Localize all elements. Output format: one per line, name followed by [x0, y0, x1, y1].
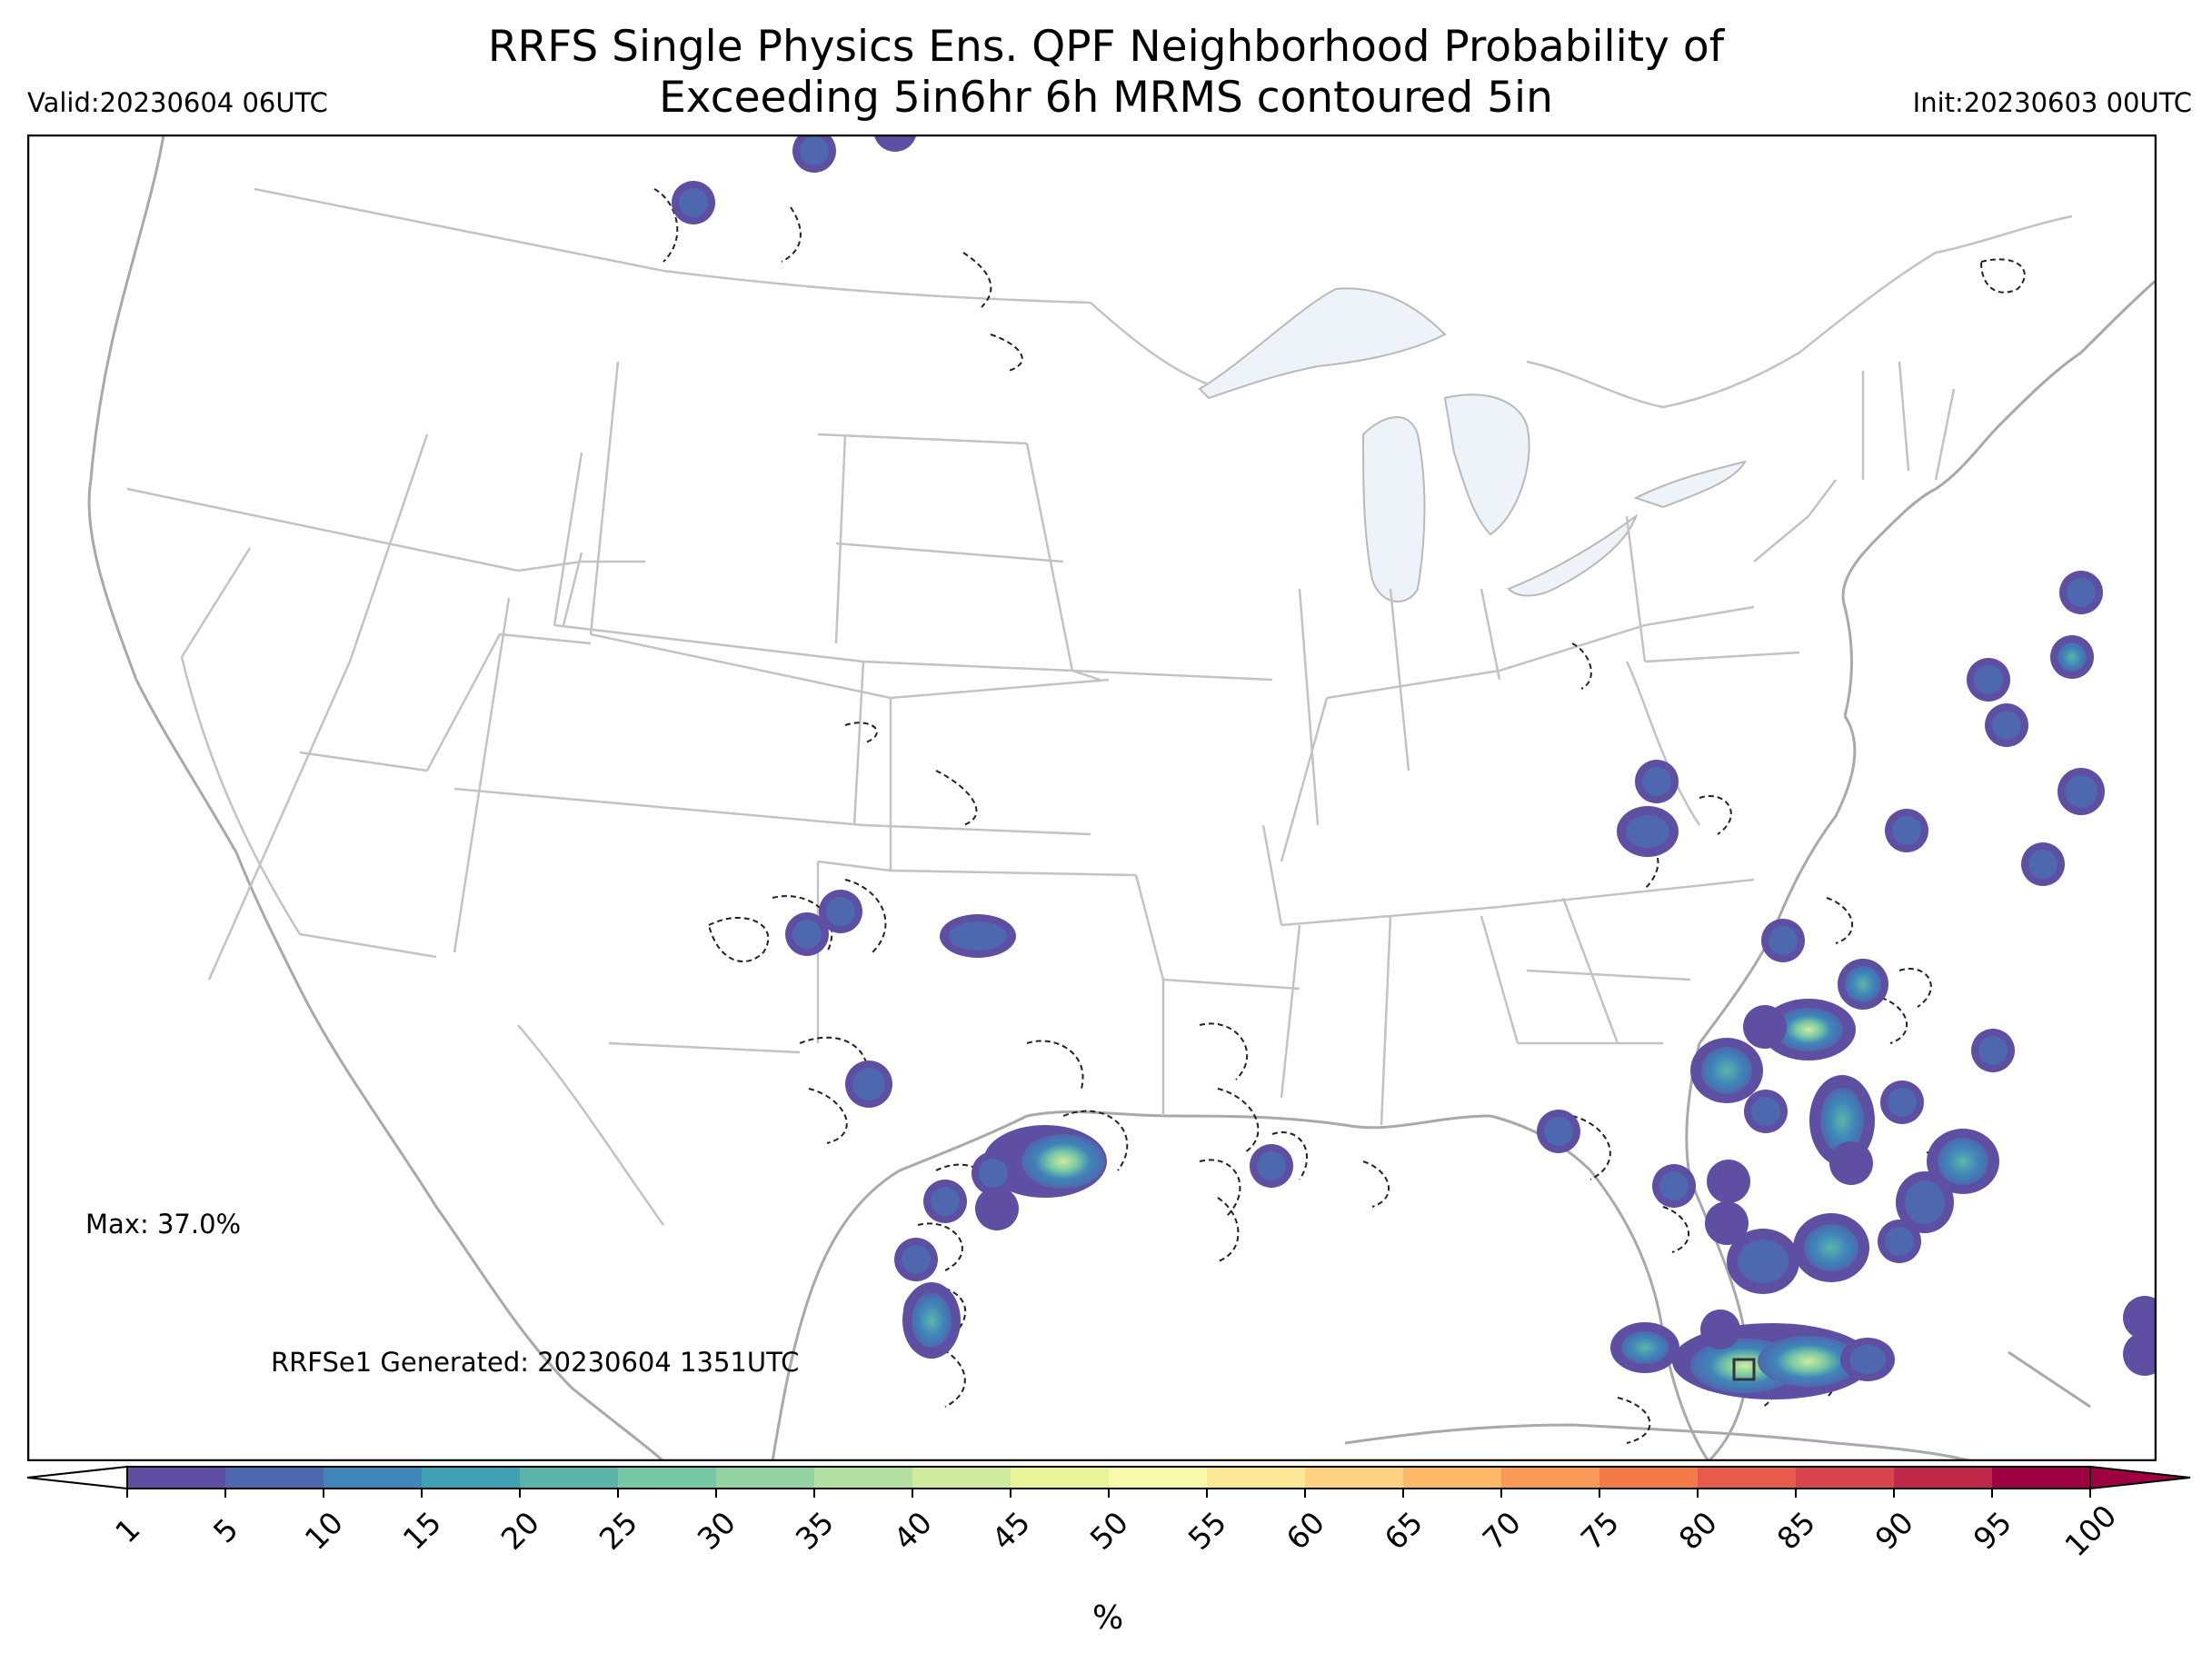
- colorbar-tick-label: 60: [1280, 1505, 1331, 1557]
- valid-time-label: Valid:20230604 06UTC: [27, 87, 328, 118]
- mrms-contours: [653, 188, 2026, 1444]
- colorbar-tick-label: 55: [1181, 1505, 1233, 1557]
- colorbar-cell: [225, 1467, 324, 1489]
- title-line-1: RRFS Single Physics Ens. QPF Neighborhoo…: [487, 22, 1725, 72]
- colorbar-tick-label: 10: [298, 1505, 350, 1557]
- colorbar-tick-label: 75: [1574, 1505, 1626, 1557]
- colorbar-tick-label: 40: [887, 1505, 939, 1557]
- probability-fields: [672, 134, 2157, 1399]
- colorbar-tick-label: 95: [1967, 1505, 2018, 1557]
- colorbar-tick-label: 65: [1378, 1505, 1430, 1557]
- colorbar: 1 5 10 15 20 25 30 35 40 45 50 55 60 65 70 75 80 85 90 95 10…: [26, 1465, 2191, 1563]
- max-value-label: Max: 37.0%: [85, 1209, 242, 1240]
- colorbar-tick-label: 90: [1868, 1505, 1920, 1557]
- colorbar-tick-label: 20: [494, 1505, 546, 1557]
- colorbar-tick-label: 5: [206, 1511, 244, 1549]
- max-value-marker: [1732, 1358, 1756, 1381]
- generated-label: RRFSe1 Generated: 20230604 1351UTC: [271, 1347, 800, 1378]
- colorbar-cells: [26, 1465, 2191, 1490]
- colorbar-tick-label: 35: [789, 1505, 841, 1557]
- colorbar-extend-high: [2089, 1465, 2191, 1490]
- colorbar-tick-label: 70: [1476, 1505, 1528, 1557]
- colorbar-tick-label: 30: [691, 1505, 742, 1557]
- title-line-2: Exceeding 5in6hr 6h MRMS contoured 5in: [659, 73, 1553, 123]
- map-panel: [27, 134, 2157, 1461]
- colorbar-tick-label: 15: [396, 1505, 448, 1557]
- colorbar-cell: [1011, 1467, 1110, 1489]
- colorbar-cell: [1599, 1467, 1699, 1489]
- colorbar-tick-label: 45: [985, 1505, 1037, 1557]
- colorbar-cell: [324, 1467, 423, 1489]
- great-lakes: [1198, 287, 1747, 602]
- colorbar-cell: [1992, 1467, 2091, 1489]
- colorbar-tick-label: 80: [1672, 1505, 1724, 1557]
- colorbar-cell: [1207, 1467, 1306, 1489]
- colorbar-cell: [127, 1467, 226, 1489]
- colorbar-tick-label: 100: [2058, 1498, 2123, 1563]
- colorbar-extend-low: [26, 1465, 128, 1490]
- state-borders: [126, 187, 2073, 1226]
- colorbar-cell: [1698, 1467, 1797, 1489]
- colorbar-cell: [912, 1467, 1011, 1489]
- colorbar-cell: [1305, 1467, 1404, 1489]
- colorbar-cell: [1109, 1467, 1208, 1489]
- colorbar-tick-label: 25: [593, 1505, 644, 1557]
- colorbar-tick-label: 1: [108, 1511, 146, 1549]
- colorbar-cell: [1501, 1467, 1600, 1489]
- colorbar-cell: [1894, 1467, 1993, 1489]
- colorbar-ticks: 1 5 10 15 20 25 30 35 40 45 50 55 60 65 70 75 80 85 90 95 10…: [108, 1489, 2123, 1563]
- colorbar-cell: [422, 1467, 521, 1489]
- colorbar-cell: [1796, 1467, 1895, 1489]
- init-time-label: Init:20230603 00UTC: [1912, 87, 2192, 118]
- colorbar-unit-label: %: [1092, 1599, 1124, 1637]
- colorbar-cell: [814, 1467, 913, 1489]
- map-frame: [27, 134, 2157, 1461]
- colorbar-cell: [1403, 1467, 1502, 1489]
- colorbar-cell: [618, 1467, 717, 1489]
- colorbar-cell: [520, 1467, 619, 1489]
- colorbar-tick-label: 50: [1083, 1505, 1135, 1557]
- colorbar-tick-label: 85: [1770, 1505, 1822, 1557]
- colorbar-cell: [716, 1467, 815, 1489]
